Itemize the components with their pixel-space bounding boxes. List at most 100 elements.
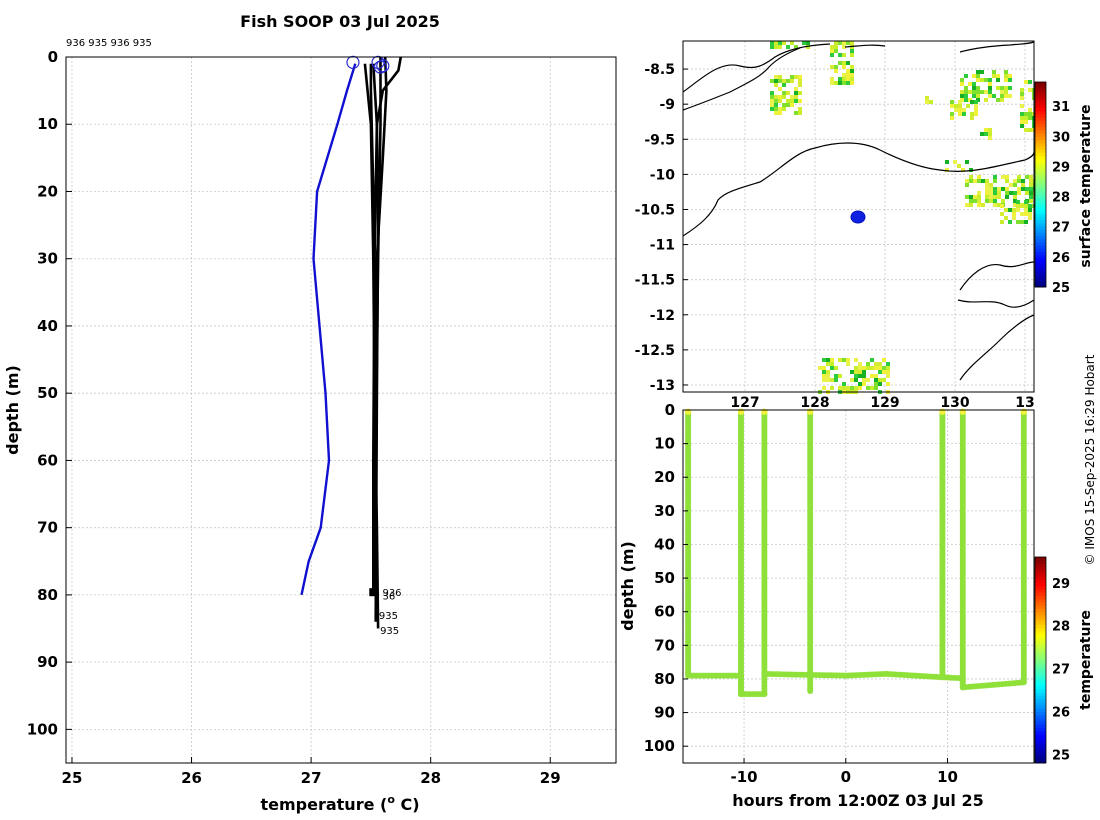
sst-pixel xyxy=(838,53,842,57)
sst-pixel xyxy=(874,362,878,366)
profile-ytick-label-70: 70 xyxy=(37,519,58,537)
map-colorbar-step xyxy=(1035,178,1046,182)
sst-pixel xyxy=(778,107,782,111)
sst-pixel xyxy=(858,362,862,366)
sst-pixel xyxy=(965,160,969,164)
sst-pixel xyxy=(838,386,842,390)
profile-ytick-label-30: 30 xyxy=(37,250,58,268)
sst-pixel xyxy=(962,112,966,116)
section-colorbar-step xyxy=(1035,627,1046,632)
sst-pixel xyxy=(970,100,974,104)
sst-pixel xyxy=(786,45,790,49)
sst-pixel xyxy=(790,41,794,45)
map-colorbar-step xyxy=(1035,222,1046,227)
section-colorbar-step xyxy=(1035,688,1046,693)
sst-pixel xyxy=(980,132,984,136)
sst-pixel xyxy=(794,45,798,49)
sst-pixel xyxy=(830,77,834,81)
profile-ytick-label-50: 50 xyxy=(37,384,58,402)
sst-pixel xyxy=(996,86,1000,90)
sst-pixel xyxy=(842,73,846,77)
sst-pixel xyxy=(1000,94,1004,98)
sst-pixel xyxy=(830,53,834,57)
section-colorbar-step xyxy=(1035,634,1046,638)
map-colorbar-step xyxy=(1035,213,1046,218)
sst-pixel xyxy=(778,95,782,99)
sst-pixel xyxy=(798,91,802,95)
sst-pixel xyxy=(778,75,782,79)
section-colorbar-step xyxy=(1035,560,1046,564)
sst-pixel xyxy=(1000,86,1004,90)
map-colorbar-step xyxy=(1035,242,1046,246)
sst-pixel xyxy=(1021,183,1025,187)
profile-cast-label-1: 36 xyxy=(382,592,395,603)
section-surface-point-5 xyxy=(959,408,966,415)
sst-pixel xyxy=(846,77,850,81)
sst-pixel xyxy=(830,366,834,370)
sst-pixel xyxy=(886,366,890,370)
sst-pixel xyxy=(1009,183,1013,187)
sst-pixel xyxy=(886,370,890,374)
sst-pixel xyxy=(882,358,886,362)
sst-pixel xyxy=(846,61,850,65)
sst-pixel xyxy=(774,111,778,115)
sst-pixel xyxy=(778,87,782,91)
sst-pixel xyxy=(950,100,954,104)
sst-pixel xyxy=(988,86,992,90)
sst-pixel xyxy=(870,374,874,378)
sst-pixel xyxy=(974,112,978,116)
profile-ytick-label-10: 10 xyxy=(37,115,58,133)
sst-pixel xyxy=(834,65,838,69)
coastline-southeast xyxy=(957,261,1035,381)
sst-pixel xyxy=(826,370,830,374)
sst-pixel xyxy=(886,374,890,378)
section-colorbar-step xyxy=(1035,656,1046,661)
section-colorbar-step xyxy=(1035,724,1046,729)
section-colorbar-step xyxy=(1035,589,1046,593)
section-colorbar-step xyxy=(1035,573,1046,577)
sst-pixel xyxy=(1005,187,1009,191)
sst-pixel xyxy=(1024,200,1028,204)
section-colorbar-frame xyxy=(1034,556,1047,764)
sst-pixel xyxy=(1016,208,1020,212)
sst-pixel xyxy=(822,370,826,374)
section-colorbar-step xyxy=(1035,557,1046,561)
section-colorbar-step xyxy=(1035,705,1046,709)
section-colorbar-step xyxy=(1035,569,1046,574)
section-ytick-label-40: 40 xyxy=(654,535,675,553)
sst-pixel xyxy=(964,86,968,90)
sst-pixel xyxy=(778,79,782,83)
sst-pixel xyxy=(782,41,786,45)
sst-pixel xyxy=(846,73,850,77)
sst-pixel xyxy=(1009,191,1013,195)
sst-pixel xyxy=(806,45,810,49)
map-xtick-label-127: 127 xyxy=(730,395,759,411)
sst-pixel xyxy=(782,95,786,99)
section-colorbar-step xyxy=(1035,717,1046,722)
sst-pixel xyxy=(842,41,846,45)
section-ytick-label-80: 80 xyxy=(654,670,675,688)
sst-pixel xyxy=(838,374,842,378)
sst-pixel xyxy=(862,366,866,370)
sst-pixel xyxy=(798,111,802,115)
section-colorbar-step xyxy=(1035,711,1046,716)
sst-pixel xyxy=(850,378,854,382)
sst-pixel xyxy=(1004,90,1008,94)
sst-pixel xyxy=(954,108,958,112)
profile-surface-marker-3 xyxy=(373,60,388,74)
sst-pixel xyxy=(993,187,997,191)
sst-pixel xyxy=(977,191,981,195)
map-colorbar-step xyxy=(1035,280,1046,285)
sst-pixel xyxy=(858,370,862,374)
section-colorbar-tick-29: 29 xyxy=(1052,577,1070,592)
map-colorbar-step xyxy=(1035,123,1046,128)
sst-pixel xyxy=(1013,191,1017,195)
sst-pixel xyxy=(1025,191,1029,195)
sst-pixel xyxy=(886,382,890,386)
section-colorbar-step xyxy=(1035,602,1046,606)
sst-pixel xyxy=(850,41,854,45)
sst-pixel xyxy=(1013,179,1017,183)
sst-pixel xyxy=(770,41,774,45)
section-ytick-label-100: 100 xyxy=(644,737,675,755)
map-colorbar-tick-30: 30 xyxy=(1052,130,1070,145)
